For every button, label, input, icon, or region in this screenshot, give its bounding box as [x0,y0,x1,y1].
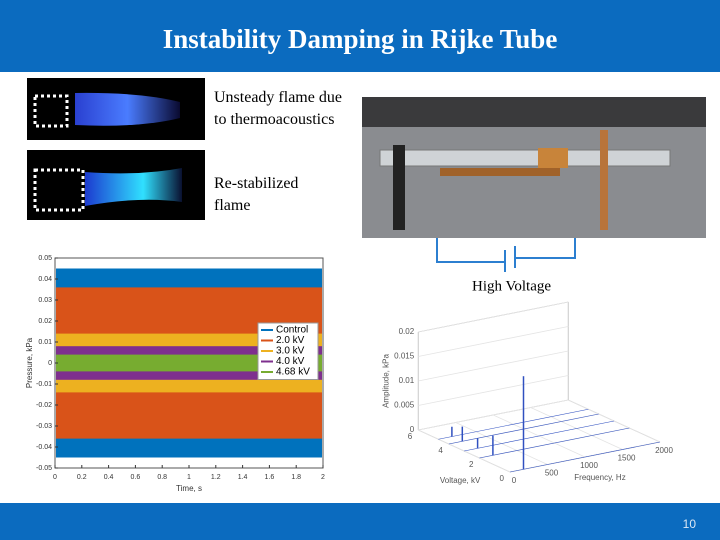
legend-label: 4.0 kV [276,356,305,367]
spectrum-baseline [448,413,599,445]
y-tick-label: 0 [500,474,505,483]
slide-title: Instability Damping in Rijke Tube [162,24,558,54]
stand [600,130,608,230]
x-tick-label: 1.2 [211,474,221,481]
y-tick-label: -0.04 [36,444,52,451]
legend-label: 4.68 kV [276,367,310,378]
y-tick-label: 0.02 [38,318,52,325]
spectrum-chart: 00.0050.010.0150.0202460500100015002000F… [381,301,673,485]
y-tick-label: 0.03 [38,297,52,304]
y-tick-label: -0.03 [36,423,52,430]
spectrum-baseline [464,420,615,452]
z-tick-label: 0.015 [394,352,415,361]
y-axis-label: Pressure, kPa [25,337,34,388]
x-tick-label: 2000 [655,446,673,455]
spectrum-baseline [438,408,589,440]
x-tick-label: 0 [512,476,517,485]
y-tick-label: -0.05 [36,465,52,472]
legend-label: 3.0 kV [276,346,305,357]
x-tick-label: 500 [545,469,559,478]
y-tick-label: 0.01 [38,339,52,346]
caption: Unsteady flame due to thermoacoustics [214,89,342,128]
x-axis-label: Time, s [176,484,202,493]
x-tick-label: 0.4 [104,474,114,481]
tube [379,149,671,167]
z-tick-label: 0 [410,425,415,434]
y-tick-label: 0.05 [38,255,52,262]
x-tick-label: 0.6 [131,474,141,481]
x-tick-label: 0 [53,474,57,481]
x-tick-label: 1.8 [291,474,301,481]
grid-line [418,301,569,333]
x-tick-label: 2 [321,474,325,481]
x-tick-label: 1 [187,474,191,481]
nozzle-outline [33,94,69,128]
y-tick-label: -0.02 [36,402,52,409]
x-tick-label: 1000 [580,461,598,470]
caption: Re-stabilized flame [214,175,299,214]
x-axis-label: Frequency, Hz [574,473,625,482]
y-tick-label: 4 [438,446,443,455]
legend-label: 2.0 kV [276,335,305,346]
nozzle-outline [33,168,85,212]
y-tick-label: 6 [408,432,413,441]
spectrum-baseline [509,441,661,473]
noise-band [56,354,322,372]
x-tick-label: 1500 [618,454,636,463]
grid-line [418,326,569,357]
photo-background [362,97,706,127]
y-tick-label: -0.01 [36,381,52,388]
heater [538,148,568,168]
x-tick-label: 1.4 [238,474,248,481]
page-number: 10 [682,517,696,531]
grid-line [418,375,569,406]
y-tick-label: 0 [48,360,52,367]
z-tick-label: 0.005 [394,401,415,410]
wire [440,168,560,176]
grid-line [418,350,569,382]
flame [75,92,180,126]
x-tick-label: 1.6 [265,474,275,481]
y-tick-label: 0.04 [38,276,52,283]
header-bar [0,0,720,72]
lead-wire [436,238,505,263]
z-tick-label: 0.02 [399,327,415,336]
x-tick-label: 0.2 [77,474,87,481]
footer-bar [0,503,720,540]
pressure-chart: -0.05 -0.04 -0.03 -0.02 -0.01 0 0.01 0.02 0.03 0.… [25,255,325,493]
spectrum-baseline [479,427,630,459]
lead-wire [515,238,576,259]
z-axis-label: Amplitude, kPa [381,354,390,408]
z-tick-label: 0.01 [399,376,415,385]
x-tick-label: 0.8 [157,474,167,481]
voltage-label: High Voltage [472,278,551,294]
y-axis-label: Voltage, kV [440,476,481,485]
y-tick-label: 2 [469,460,474,469]
legend-label: Control [276,325,308,336]
stand [393,145,405,230]
flame [85,168,182,206]
